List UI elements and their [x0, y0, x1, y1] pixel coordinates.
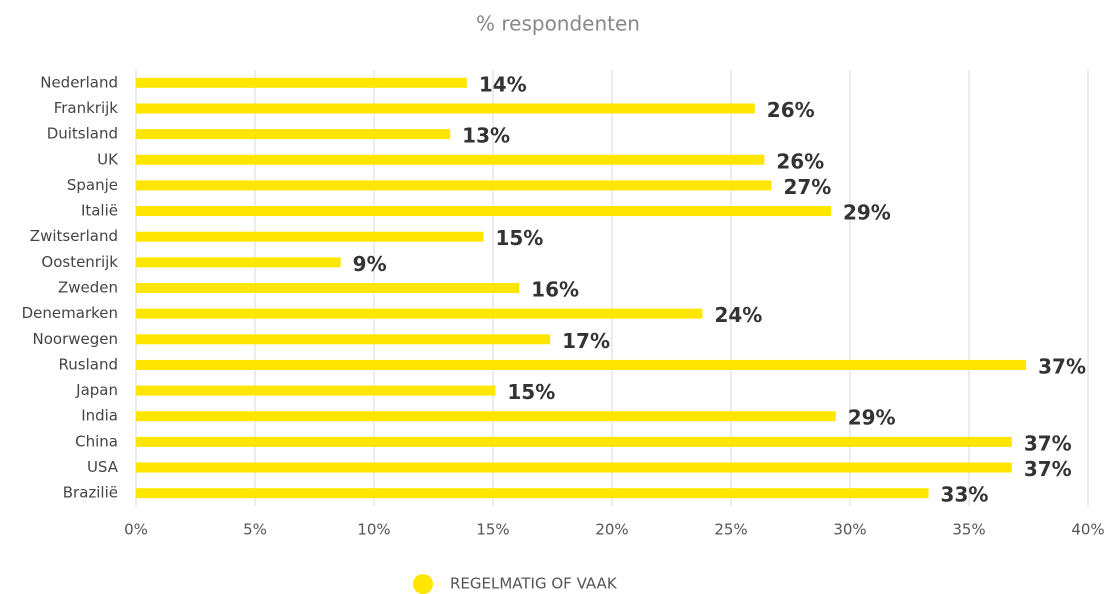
x-tick-label: 10% [357, 521, 390, 539]
legend-marker [413, 574, 433, 594]
bar [136, 231, 484, 242]
value-label: 37% [1038, 354, 1086, 378]
legend-label: REGELMATIG OF VAAK [450, 575, 618, 593]
y-tick-label: Duitsland [47, 125, 118, 143]
value-label: 24% [714, 303, 762, 327]
x-tick-label: 15% [476, 521, 509, 539]
value-label: 33% [941, 483, 989, 507]
bar [136, 180, 772, 191]
y-tick-label: Brazilië [63, 484, 118, 502]
y-tick-label: Oostenrijk [41, 253, 118, 271]
bar [136, 411, 836, 422]
bar [136, 77, 467, 88]
bar [136, 488, 929, 499]
y-tick-label: USA [87, 458, 119, 476]
y-tick-label: Zwitserland [30, 227, 118, 245]
value-label: 29% [843, 201, 891, 225]
bar [136, 154, 765, 165]
x-tick-label: 0% [124, 521, 148, 539]
bar [136, 385, 496, 396]
bar [136, 436, 1012, 447]
y-tick-label: Frankrijk [54, 99, 119, 117]
chart-title: % respondenten [476, 12, 640, 36]
value-label: 14% [479, 72, 527, 96]
y-tick-label: Noorwegen [33, 330, 119, 348]
value-label: 13% [462, 124, 510, 148]
x-tick-label: 20% [595, 521, 628, 539]
y-tick-label: UK [97, 150, 119, 168]
value-label: 29% [848, 406, 896, 430]
value-label: 16% [531, 278, 579, 302]
x-tick-label: 30% [833, 521, 866, 539]
y-tick-label: India [81, 407, 118, 425]
value-label: 17% [562, 329, 610, 353]
value-label: 15% [495, 226, 543, 250]
bar [136, 359, 1027, 370]
y-tick-label: Zweden [58, 279, 118, 297]
y-tick-label: Denemarken [22, 304, 118, 322]
bar [136, 257, 341, 268]
value-label: 37% [1024, 457, 1072, 481]
x-tick-label: 25% [714, 521, 747, 539]
value-label: 37% [1024, 431, 1072, 455]
bar [136, 103, 755, 114]
value-label: 15% [507, 380, 555, 404]
x-tick-label: 35% [952, 521, 985, 539]
y-tick-label: Japan [75, 381, 118, 399]
value-label: 26% [767, 98, 815, 122]
bar [136, 308, 703, 319]
value-label: 26% [776, 149, 824, 173]
value-label: 27% [783, 175, 831, 199]
bar [136, 462, 1012, 473]
x-tick-label: 5% [243, 521, 267, 539]
y-tick-label: Spanje [67, 176, 118, 194]
bar [136, 283, 520, 293]
y-tick-label: China [75, 432, 118, 450]
y-tick-label: Rusland [59, 355, 118, 373]
y-tick-label: Italië [81, 202, 118, 220]
value-label: 9% [353, 252, 387, 276]
y-tick-label: Nederland [40, 73, 118, 91]
bar [136, 129, 451, 140]
bar [136, 206, 831, 217]
bar [136, 334, 551, 345]
x-tick-label: 40% [1071, 521, 1104, 539]
